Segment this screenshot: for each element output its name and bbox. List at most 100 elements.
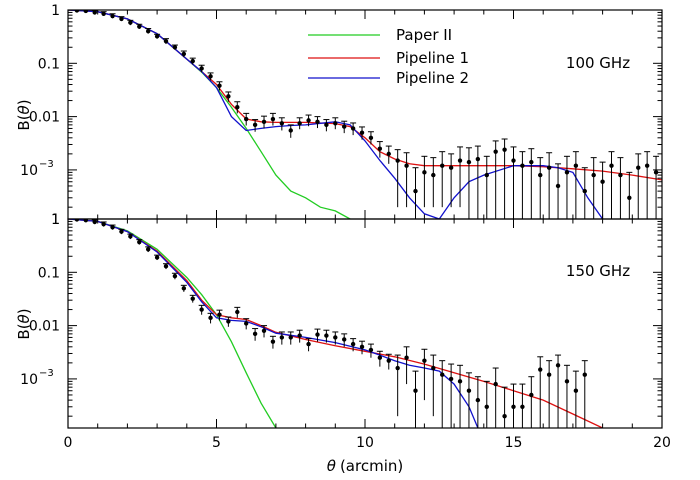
data-point-100-ghz (244, 116, 249, 122)
data-point-150-ghz (448, 376, 454, 382)
data-point-100-ghz (422, 170, 427, 175)
data-point-100-ghz (609, 163, 614, 168)
data-point-100-ghz (386, 151, 391, 157)
data-point-150-ghz (359, 344, 365, 350)
x-axis-unit: (arcmin) (340, 457, 403, 475)
data-point-150-ghz (368, 347, 374, 353)
data-point-150-ghz (377, 355, 383, 360)
data-point-150-ghz (404, 355, 409, 360)
data-point-100-ghz (466, 159, 472, 165)
data-point-150-ghz (475, 397, 481, 403)
data-point-150-ghz (252, 331, 258, 337)
data-point-150-ghz (315, 332, 320, 337)
y-tick-label-boundary: 1 (51, 212, 60, 228)
data-point-150-ghz (386, 358, 391, 363)
data-point-100-ghz (101, 11, 106, 16)
y-tick-label-100-ghz: 0.1 (38, 56, 60, 72)
data-point-150-ghz (235, 309, 240, 315)
data-point-150-ghz (119, 229, 124, 234)
data-point-150-ghz (520, 404, 525, 409)
data-point-100-ghz (128, 20, 133, 25)
y-tick-label-exponent-100-ghz: −3 (39, 159, 54, 170)
data-point-100-ghz (315, 119, 320, 124)
data-point-150-ghz (181, 286, 187, 291)
data-point-150-ghz (110, 225, 115, 230)
data-point-100-ghz (529, 159, 534, 165)
data-point-100-ghz (377, 146, 383, 151)
data-point-100-ghz (502, 147, 507, 152)
data-point-100-ghz (342, 124, 347, 129)
data-point-150-ghz (101, 221, 106, 227)
data-point-150-ghz (573, 388, 579, 393)
data-point-100-ghz (395, 158, 400, 163)
data-point-150-ghz (324, 333, 329, 338)
panel-label-150ghz: 150 GHz (566, 262, 630, 280)
data-point-150-ghz (511, 404, 516, 409)
y-tick-label-150-ghz: 1 (51, 212, 60, 228)
data-point-100-ghz (493, 149, 498, 154)
data-point-150-ghz (128, 234, 133, 239)
series-line-pipeline-2-150-ghz (68, 219, 479, 428)
data-point-100-ghz (324, 122, 329, 128)
panel-label-100ghz: 100 GHz (566, 54, 630, 72)
x-tick-label: 10 (356, 435, 374, 451)
data-point-100-ghz (413, 188, 418, 194)
data-point-100-ghz (600, 179, 605, 184)
x-axis-title: θ (arcmin) (327, 457, 403, 475)
data-point-100-ghz (440, 163, 445, 168)
data-point-100-ghz (618, 172, 623, 178)
data-point-100-ghz (582, 188, 587, 194)
legend: Paper II Pipeline 1 Pipeline 2 (308, 26, 469, 87)
data-point-100-ghz (306, 118, 311, 123)
y-tick-label-150-ghz: 0.01 (29, 319, 60, 335)
data-point-150-ghz (555, 363, 561, 368)
y-axis-title-150ghz: B(θ) (15, 308, 33, 339)
data-point-150-ghz (502, 413, 507, 419)
data-point-100-ghz (333, 121, 338, 126)
data-point-100-ghz (199, 66, 204, 71)
data-point-150-ghz (137, 239, 142, 245)
data-point-100-ghz (119, 16, 124, 22)
x-tick-label: 20 (653, 435, 671, 451)
legend-label-pipeline-1: Pipeline 1 (396, 49, 469, 67)
data-point-150-ghz (74, 219, 80, 222)
data-point-100-ghz (217, 83, 222, 88)
data-point-100-ghz (653, 170, 659, 175)
data-point-150-ghz (422, 358, 427, 363)
data-point-100-ghz (181, 51, 187, 57)
data-point-100-ghz (368, 135, 374, 141)
data-point-150-ghz (457, 379, 463, 384)
data-point-150-ghz (350, 341, 356, 347)
plot-area-100ghz (68, 10, 662, 219)
data-point-150-ghz (270, 339, 276, 344)
data-point-100-ghz (538, 172, 543, 178)
data-point-150-ghz (538, 367, 543, 372)
data-point-150-ghz (484, 404, 489, 409)
x-tick-label: 15 (505, 435, 523, 451)
data-point-150-ghz (163, 264, 169, 269)
data-point-150-ghz (440, 372, 445, 377)
data-point-100-ghz (475, 156, 481, 162)
plot-area-150ghz (68, 219, 603, 428)
data-point-150-ghz (145, 247, 151, 252)
data-point-150-ghz (413, 388, 418, 393)
data-point-100-ghz (350, 126, 356, 131)
y-tick-label-exponent-150-ghz: −3 (39, 368, 54, 379)
y-tick-label-150-ghz: 0.1 (38, 265, 60, 281)
data-point-100-ghz (457, 158, 463, 163)
data-point-100-ghz (288, 128, 293, 133)
data-point-100-ghz (92, 10, 97, 15)
data-point-150-ghz (431, 365, 436, 371)
data-point-100-ghz (226, 94, 231, 99)
data-point-100-ghz (154, 34, 160, 39)
data-point-100-ghz (644, 163, 650, 168)
data-point-150-ghz (261, 328, 267, 333)
data-point-150-ghz (546, 372, 552, 377)
data-point-100-ghz (74, 10, 80, 13)
data-point-100-ghz (627, 195, 632, 200)
data-point-150-ghz (279, 335, 285, 340)
x-tick-label: 0 (64, 435, 73, 451)
data-point-100-ghz (546, 165, 552, 170)
y-tick-label-100-ghz: 0.01 (29, 110, 60, 126)
